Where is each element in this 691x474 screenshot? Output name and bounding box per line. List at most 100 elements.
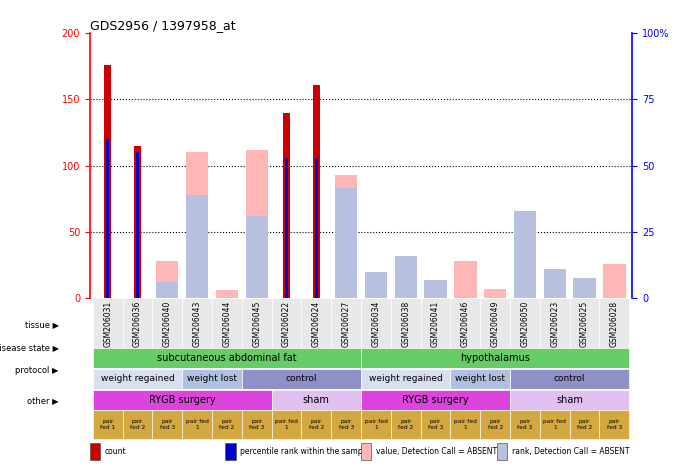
Text: GSM206034: GSM206034 [372, 301, 381, 347]
Text: disease state ▶: disease state ▶ [0, 343, 59, 352]
Text: GSM206046: GSM206046 [461, 301, 470, 347]
Text: count: count [105, 447, 126, 456]
Text: GSM206038: GSM206038 [401, 301, 410, 347]
Text: protocol ▶: protocol ▶ [15, 366, 59, 374]
Bar [153, 298, 182, 347]
Text: pair fed
1: pair fed 1 [454, 419, 477, 430]
Bar [301, 298, 331, 347]
Bar [544, 269, 566, 298]
Bar [395, 274, 417, 298]
Bar [216, 291, 238, 298]
Bar [186, 195, 208, 298]
Bar [365, 272, 387, 298]
Bar [153, 410, 182, 439]
Bar [242, 298, 272, 347]
Bar [424, 280, 447, 298]
Bar [301, 410, 331, 439]
Text: weight regained: weight regained [101, 374, 174, 383]
Bar [603, 264, 625, 298]
Bar [540, 410, 569, 439]
Text: percentile rank within the sample: percentile rank within the sample [240, 447, 370, 456]
Bar [335, 188, 357, 298]
Text: sham: sham [556, 395, 583, 405]
Text: subcutaneous abdominal fat: subcutaneous abdominal fat [157, 353, 296, 363]
Bar [212, 298, 242, 347]
Text: rank, Detection Call = ABSENT: rank, Detection Call = ABSENT [511, 447, 629, 456]
Bar [514, 231, 536, 298]
Bar [272, 390, 361, 410]
Bar [600, 298, 630, 347]
Bar [510, 410, 540, 439]
Bar [514, 211, 536, 298]
Text: pair fed
1: pair fed 1 [365, 419, 388, 430]
Text: control: control [285, 374, 317, 383]
Bar [156, 261, 178, 298]
Text: pair
fed 3: pair fed 3 [428, 419, 443, 430]
Bar [136, 153, 139, 298]
Bar [331, 298, 361, 347]
Bar [90, 443, 100, 460]
Text: pair
fed 3: pair fed 3 [339, 419, 354, 430]
Bar [361, 298, 391, 347]
Bar [600, 410, 630, 439]
Text: pair
fed 2: pair fed 2 [577, 419, 592, 430]
Text: GSM206031: GSM206031 [103, 301, 112, 347]
Bar [242, 410, 272, 439]
Text: GSM206043: GSM206043 [193, 301, 202, 347]
Bar [361, 348, 630, 368]
Bar [331, 410, 361, 439]
Bar [574, 278, 596, 298]
Bar [93, 298, 122, 347]
Bar [315, 158, 318, 298]
Bar [451, 298, 480, 347]
Bar [245, 150, 268, 298]
Text: GSM206050: GSM206050 [520, 301, 529, 347]
Text: GSM206024: GSM206024 [312, 301, 321, 347]
Text: pair
fed 2: pair fed 2 [398, 419, 413, 430]
Bar [484, 289, 507, 298]
Text: control: control [554, 374, 585, 383]
Bar [134, 146, 141, 298]
Text: GSM206041: GSM206041 [431, 301, 440, 347]
Text: GSM206022: GSM206022 [282, 301, 291, 347]
Text: RYGB surgery: RYGB surgery [402, 395, 469, 405]
Text: pair
fed 2: pair fed 2 [130, 419, 145, 430]
Text: pair
fed 2: pair fed 2 [488, 419, 503, 430]
Bar [335, 175, 357, 298]
Bar [365, 283, 387, 298]
Text: pair
fed 3: pair fed 3 [607, 419, 622, 430]
Bar [242, 369, 361, 389]
Bar [122, 410, 153, 439]
Bar [544, 288, 566, 298]
Bar [245, 216, 268, 298]
Bar [391, 298, 421, 347]
Bar [361, 369, 451, 389]
Text: pair
fed 2: pair fed 2 [219, 419, 234, 430]
Bar [497, 443, 507, 460]
Text: tissue ▶: tissue ▶ [25, 320, 59, 329]
Text: value, Detection Call = ABSENT: value, Detection Call = ABSENT [376, 447, 497, 456]
Bar [540, 298, 569, 347]
Text: GSM206025: GSM206025 [580, 301, 589, 347]
Text: pair
fed 1: pair fed 1 [100, 419, 115, 430]
Bar [569, 298, 600, 347]
Bar [272, 410, 301, 439]
Text: GSM206044: GSM206044 [223, 301, 231, 347]
Bar [285, 158, 288, 298]
Bar [313, 85, 320, 298]
Bar [182, 298, 212, 347]
Bar [225, 443, 236, 460]
Bar [480, 410, 510, 439]
Bar [93, 410, 122, 439]
Bar [122, 298, 153, 347]
Text: GSM206045: GSM206045 [252, 301, 261, 347]
Text: GSM206028: GSM206028 [610, 301, 619, 347]
Text: pair fed
1: pair fed 1 [275, 419, 298, 430]
Bar [156, 283, 178, 298]
Text: GSM206049: GSM206049 [491, 301, 500, 347]
Text: RYGB surgery: RYGB surgery [149, 395, 216, 405]
Bar [93, 390, 272, 410]
Bar [510, 390, 630, 410]
Bar [93, 348, 361, 368]
Bar [93, 369, 182, 389]
